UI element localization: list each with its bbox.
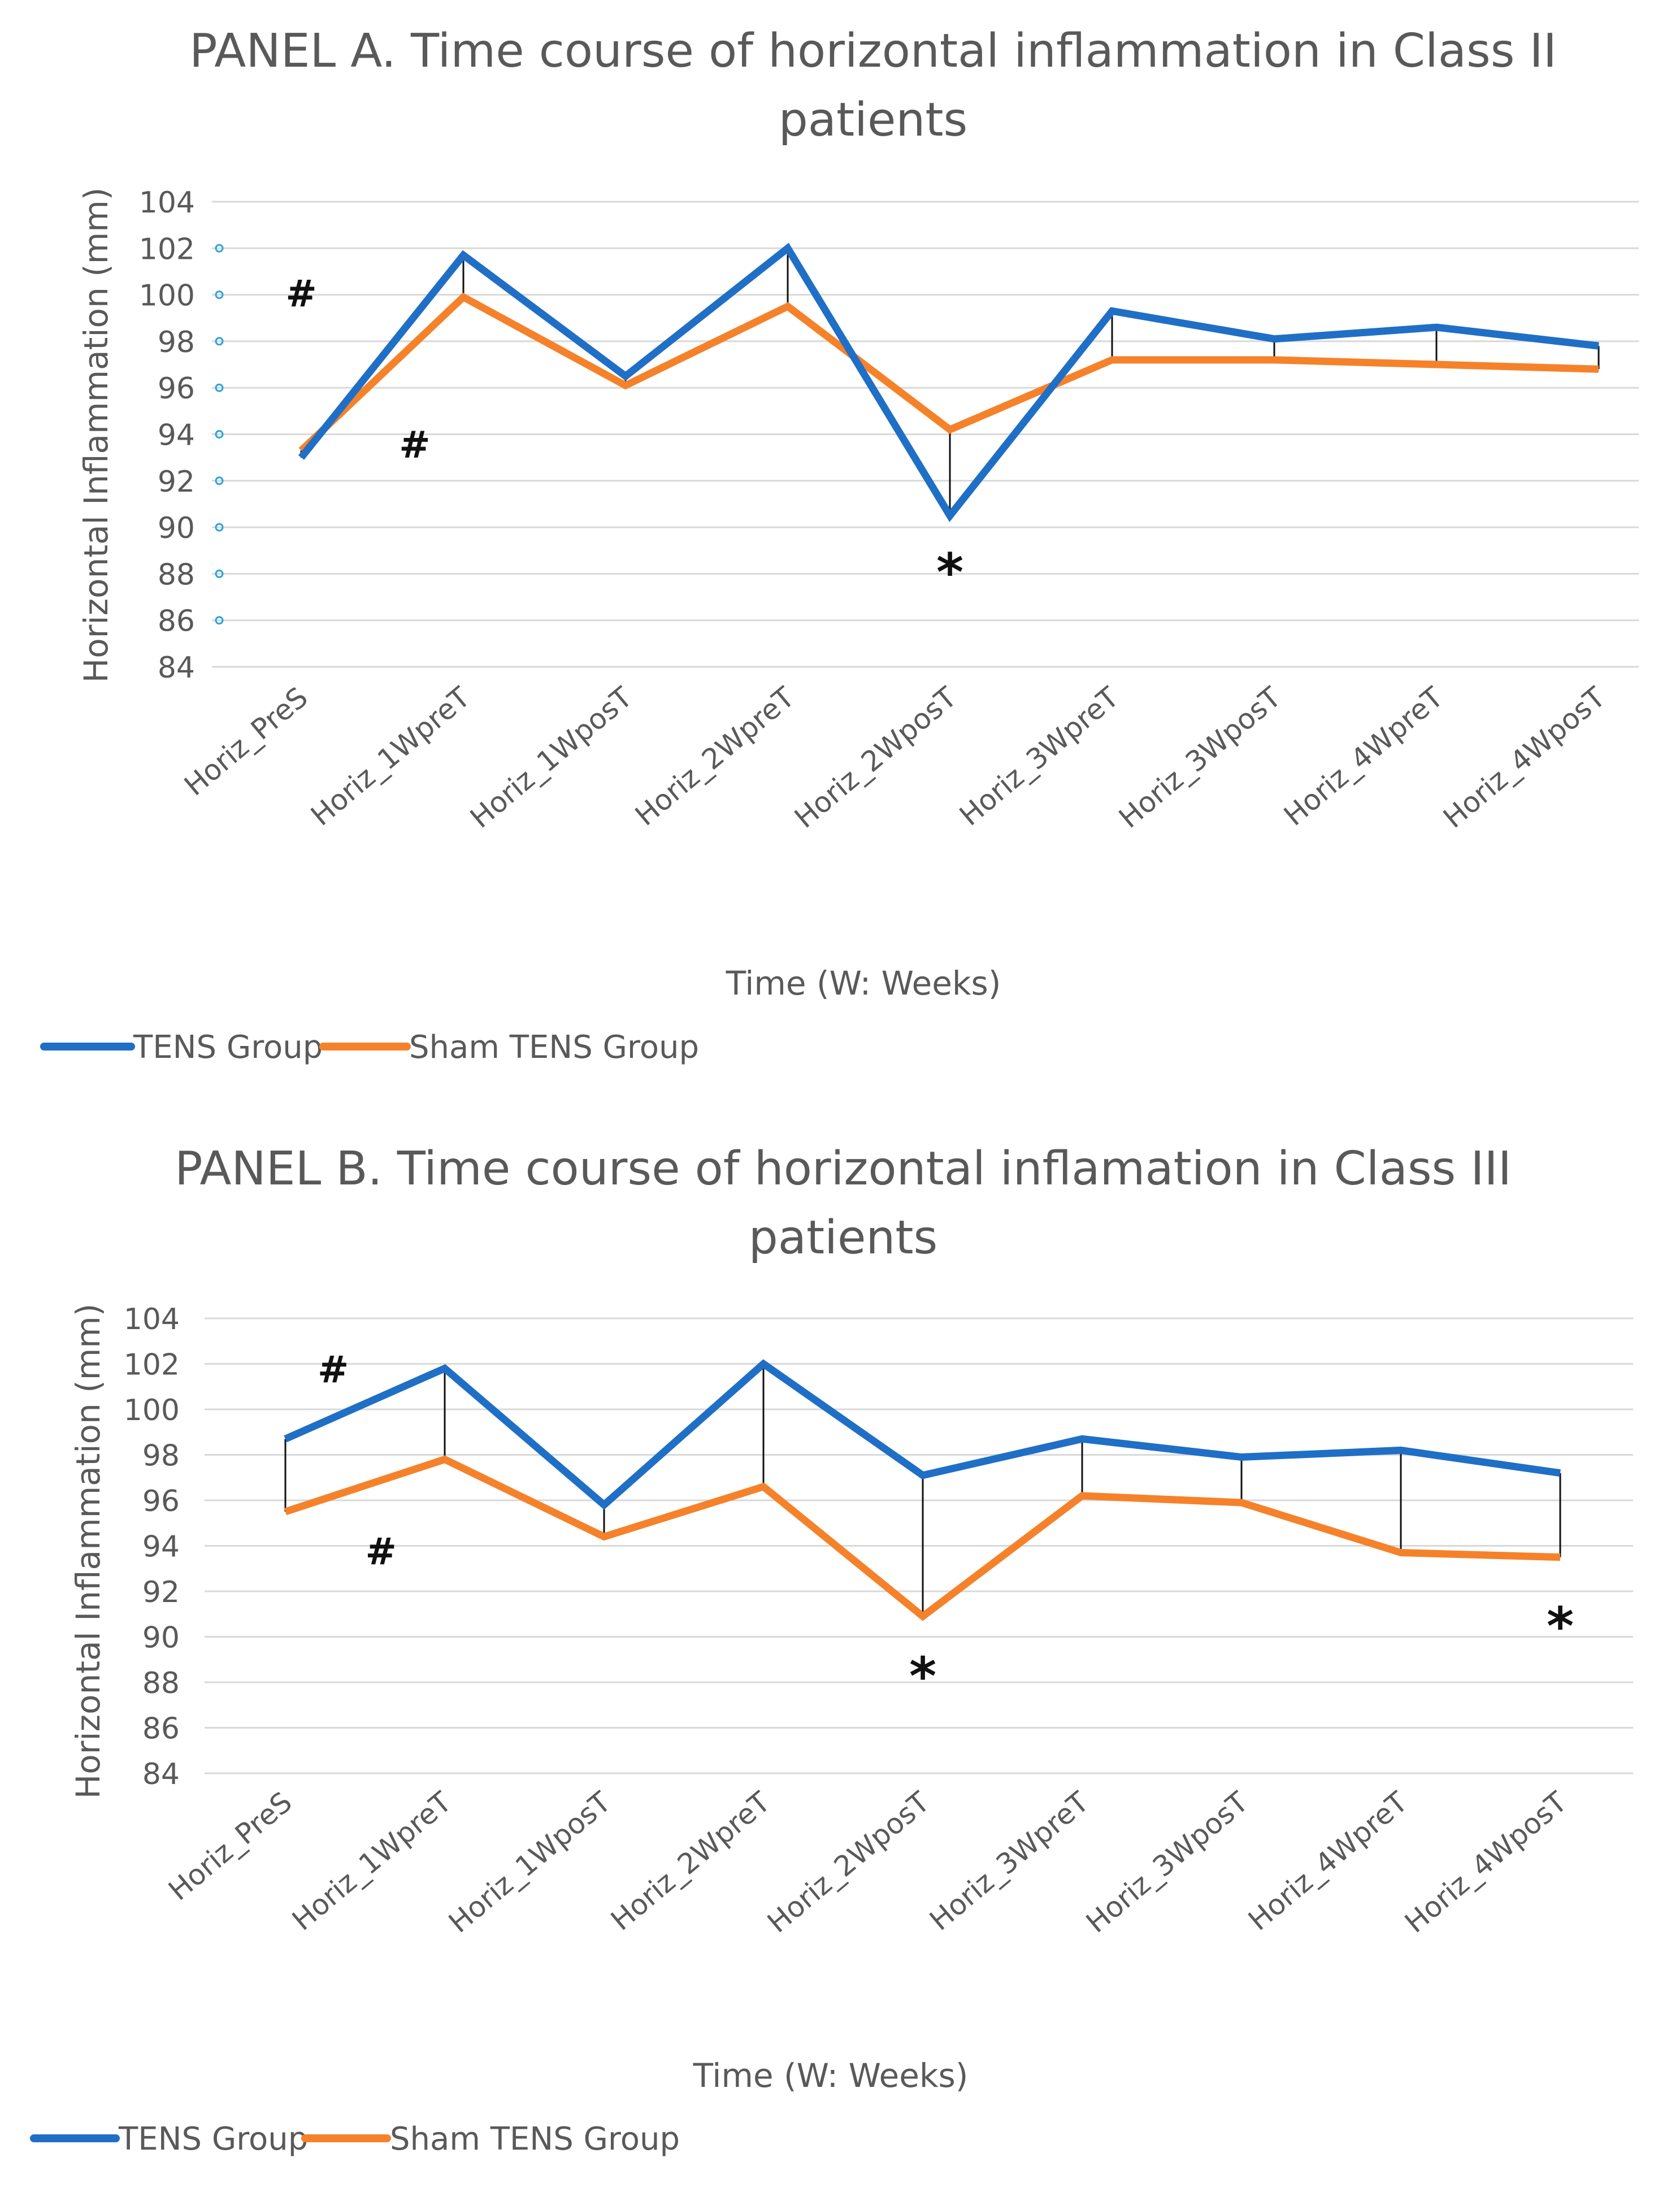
b-y-tick-90: 90 [142, 1621, 180, 1655]
a-y-tick-90: 90 [158, 511, 195, 545]
a-y-tick-96: 96 [158, 372, 195, 406]
a-y-marker-100 [215, 290, 224, 299]
a-x-tick-Horiz_3WpreT: Horiz_3WpreT [953, 680, 1125, 832]
a-y-tick-84: 84 [158, 651, 195, 685]
panel-a-y-tick-labels: 84 86 88 90 92 94 96 98 100 102 104 [139, 186, 195, 685]
b-y-tick-100: 100 [124, 1394, 180, 1427]
panel-b: PANEL B. Time course of horizontal infla… [30, 1142, 1633, 2158]
b-series-sham-line [284, 1455, 1561, 1621]
panel-a-difference-lines [300, 248, 1600, 516]
panel-b-legend-tens-label: TENS Group [118, 2121, 308, 2158]
a-y-marker-102 [215, 244, 224, 253]
panel-b-y-axis-label: Horizontal Inflammation (mm) [69, 1304, 107, 1799]
a-x-tick-Horiz_4WposT: Horiz_4WposT [1437, 680, 1612, 834]
a-y-tick-88: 88 [158, 558, 195, 592]
b-x-tick-Horiz_PreS: Horiz_PreS [162, 1786, 298, 1907]
panel-a-x-axis-label: Time (W: Weeks) [726, 964, 1001, 1002]
b-y-tick-86: 86 [142, 1712, 180, 1746]
b-x-tick-Horiz_4WpreT: Horiz_4WpreT [1242, 1785, 1414, 1937]
b-y-tick-98: 98 [142, 1439, 180, 1473]
a-y-tick-98: 98 [158, 325, 195, 359]
b-y-tick-96: 96 [142, 1485, 180, 1518]
panel-b-y-tick-labels: 84 86 88 90 92 94 96 98 100 102 104 [124, 1303, 180, 1791]
panel-b-annotations: # # * * [318, 1348, 1574, 1707]
a-series-sham-line [298, 292, 1599, 454]
a-annotation-2: * [936, 542, 963, 603]
panel-b-x-tick-labels: Horiz_PreSHoriz_1WpreTHoriz_1WposTHoriz_… [162, 1785, 1573, 1939]
a-y-tick-102: 102 [139, 232, 195, 266]
a-y-marker-90 [215, 523, 224, 532]
b-x-tick-Horiz_3WpreT: Horiz_3WpreT [923, 1785, 1095, 1937]
panel-a-y-axis-label: Horizontal Inflammation (mm) [77, 188, 115, 683]
a-y-tick-104: 104 [139, 186, 195, 220]
panel-b-gridlines [205, 1317, 1633, 1774]
a-x-tick-Horiz_1WpreT: Horiz_1WpreT [305, 680, 476, 832]
b-x-tick-Horiz_1WpreT: Horiz_1WpreT [286, 1785, 458, 1937]
a-x-tick-Horiz_4WpreT: Horiz_4WpreT [1278, 680, 1449, 832]
panel-b-difference-lines [284, 1364, 1561, 1617]
b-y-tick-94: 94 [142, 1530, 180, 1564]
a-series-tens-line [298, 242, 1599, 522]
b-x-tick-Horiz_1WposT: Horiz_1WposT [442, 1785, 617, 1939]
panel-a-title-line-2: patients [779, 93, 968, 147]
a-annotation-0: # [285, 272, 316, 315]
b-x-tick-Horiz_2WposT: Horiz_2WposT [761, 1785, 936, 1939]
a-x-tick-Horiz_2WposT: Horiz_2WposT [788, 680, 963, 834]
a-x-tick-Horiz_1WposT: Horiz_1WposT [464, 680, 639, 834]
a-y-marker-92 [215, 476, 224, 485]
panel-a-legend: TENS Group Sham TENS Group [40, 1029, 699, 1066]
a-y-marker-96 [215, 383, 224, 392]
b-series-tens-line [284, 1359, 1561, 1510]
b-x-tick-Horiz_3WposT: Horiz_3WposT [1080, 1785, 1254, 1939]
b-x-tick-Horiz_2WpreT: Horiz_2WpreT [605, 1785, 776, 1937]
panel-a-series [298, 242, 1599, 522]
panel-b-title-line-1: PANEL B. Time course of horizontal infla… [175, 1142, 1512, 1196]
a-y-marker-86 [215, 616, 224, 625]
a-y-tick-100: 100 [139, 279, 195, 313]
panel-b-x-axis-label: Time (W: Weeks) [693, 2056, 969, 2095]
b-annotation-2: * [909, 1646, 936, 1707]
a-x-tick-Horiz_3WposT: Horiz_3WposT [1113, 680, 1287, 834]
panel-b-legend: TENS Group Sham TENS Group [30, 2121, 680, 2158]
a-y-marker-98 [215, 337, 224, 346]
b-y-tick-102: 102 [124, 1348, 180, 1382]
a-y-marker-94 [215, 430, 224, 439]
panel-b-legend-sham-label: Sham TENS Group [390, 2121, 680, 2158]
b-annotation-0: # [318, 1348, 349, 1392]
b-y-tick-88: 88 [142, 1666, 180, 1700]
b-y-tick-104: 104 [124, 1303, 180, 1336]
a-y-tick-94: 94 [158, 419, 195, 453]
panel-a-y-markers [215, 244, 224, 625]
b-x-tick-Horiz_4WposT: Horiz_4WposT [1399, 1785, 1573, 1939]
a-x-tick-Horiz_PreS: Horiz_PreS [178, 681, 314, 802]
a-y-marker-88 [215, 569, 224, 578]
b-annotation-1: # [366, 1530, 397, 1574]
b-y-tick-84: 84 [142, 1757, 180, 1791]
panel-a: PANEL A. Time course of horizontal infla… [40, 24, 1639, 1066]
a-y-tick-92: 92 [158, 465, 195, 499]
b-annotation-3: * [1547, 1596, 1574, 1656]
a-y-tick-86: 86 [158, 605, 195, 639]
panel-a-legend-tens-label: TENS Group [133, 1029, 323, 1066]
panel-b-title-line-2: patients [749, 1211, 938, 1265]
panel-a-x-tick-labels: Horiz_PreSHoriz_1WpreTHoriz_1WposTHoriz_… [178, 680, 1612, 834]
panel-a-title-line-1: PANEL A. Time course of horizontal infla… [189, 24, 1557, 78]
panel-a-annotations: # # * [285, 272, 963, 602]
a-x-tick-Horiz_2WpreT: Horiz_2WpreT [629, 680, 801, 832]
b-y-tick-92: 92 [142, 1575, 180, 1609]
panel-b-series [284, 1359, 1561, 1621]
panel-a-legend-sham-label: Sham TENS Group [409, 1029, 699, 1066]
a-annotation-1: # [399, 423, 430, 467]
